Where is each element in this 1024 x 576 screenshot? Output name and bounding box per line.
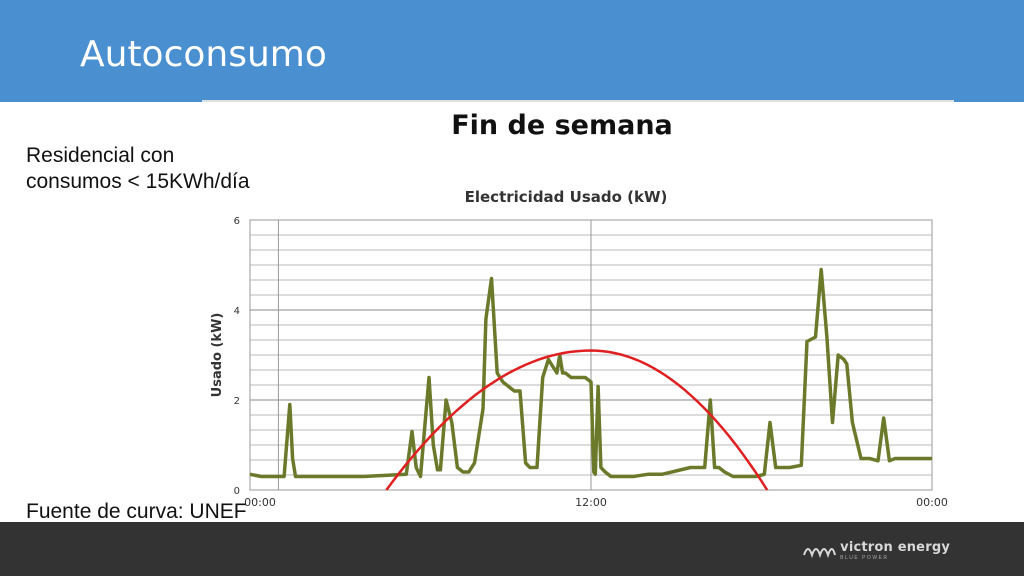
- description-text: Residencial con consumos < 15KWh/día: [26, 143, 250, 195]
- y-tick-label: 2: [234, 396, 240, 407]
- slide-title: Autoconsumo: [80, 34, 327, 75]
- y-axis-label: Usado (kW): [210, 313, 225, 398]
- source-text: Fuente de curva: UNEF: [26, 500, 247, 523]
- y-tick-label: 4: [234, 306, 240, 317]
- victron-logo: victron energy BLUE POWER: [802, 538, 950, 561]
- x-tick-label: 12:00: [575, 496, 607, 509]
- generation-curve: [385, 349, 769, 491]
- description-line-1: Residencial con: [26, 144, 175, 167]
- logo-subtext: BLUE POWER: [840, 555, 889, 561]
- chart-title: Fin de semana: [451, 110, 673, 141]
- description-line-2: consumos < 15KWh/día: [26, 170, 250, 193]
- x-tick-label: 00:00: [244, 496, 276, 509]
- divider: [202, 100, 954, 102]
- grid: [249, 219, 933, 491]
- logo-text: victron energy: [840, 540, 950, 555]
- series-line: [249, 267, 932, 479]
- slide-footer: victron energy BLUE POWER: [0, 522, 1024, 576]
- wave-logo-icon: [803, 547, 837, 558]
- axis-ticks: 0 2 4 6 00:00 12:00 00:00: [234, 216, 948, 509]
- y-tick-label: 6: [234, 216, 240, 227]
- y-tick-label: 0: [234, 486, 240, 497]
- x-tick-label: 00:00: [916, 496, 948, 509]
- slide-header: Autoconsumo: [0, 0, 1024, 102]
- chart-subtitle: Electricidad Usado (kW): [465, 188, 668, 206]
